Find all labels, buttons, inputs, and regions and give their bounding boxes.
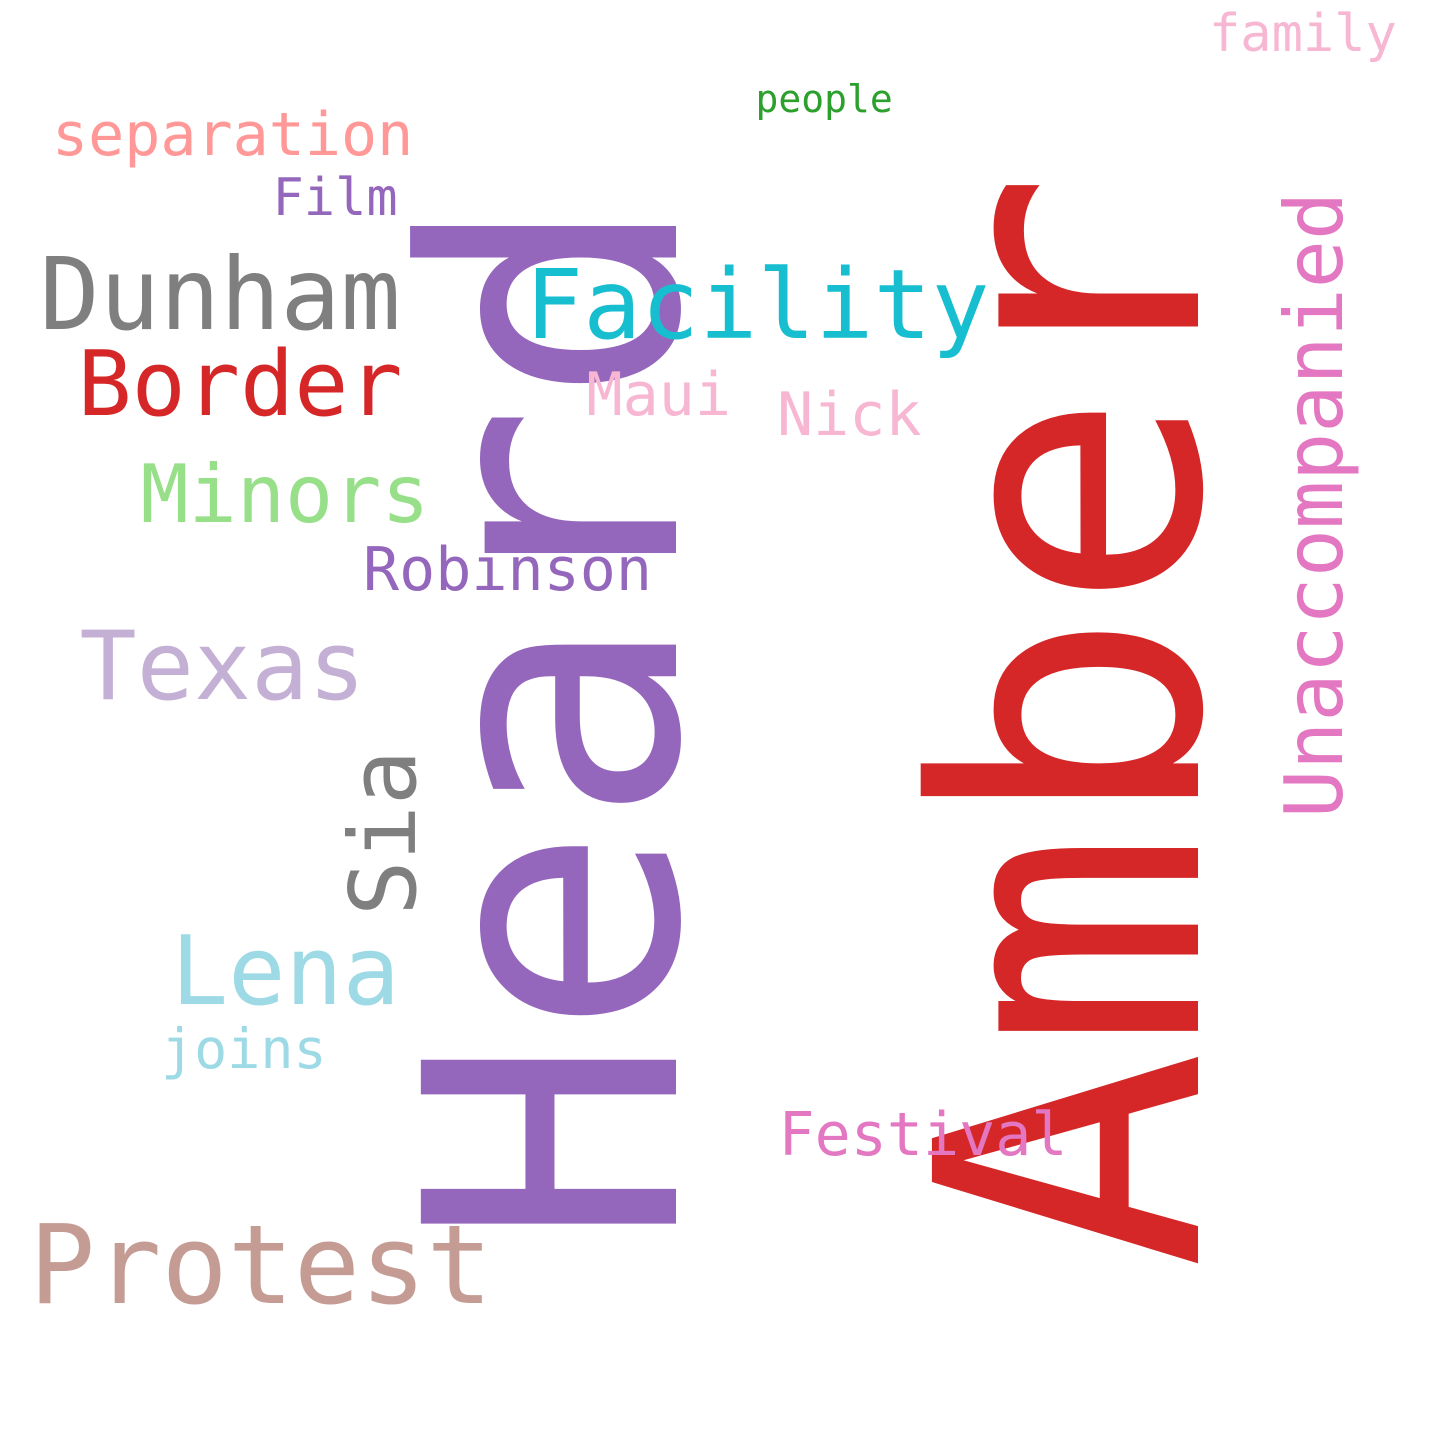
- word-film: Film: [272, 168, 398, 228]
- word-separation: separation: [52, 100, 414, 170]
- word-robinson: Robinson: [363, 535, 652, 605]
- word-border: Border: [77, 332, 403, 437]
- word-minors: Minors: [140, 448, 430, 541]
- word-unaccompanied: Unaccompanied: [1268, 191, 1361, 818]
- word-maui: Maui: [586, 360, 732, 430]
- word-sia: Sia: [330, 749, 437, 916]
- word-facility: Facility: [525, 248, 990, 361]
- word-nick: Nick: [777, 380, 922, 450]
- word-texas: Texas: [79, 612, 366, 722]
- word-protest: Protest: [29, 1201, 493, 1329]
- word-dunham: Dunham: [39, 236, 401, 353]
- word-people: people: [755, 77, 893, 121]
- word-lena: Lena: [171, 917, 400, 1027]
- word-joins: joins: [161, 1017, 327, 1081]
- word-family: family: [1209, 4, 1397, 64]
- word-festival: Festival: [778, 1100, 1068, 1170]
